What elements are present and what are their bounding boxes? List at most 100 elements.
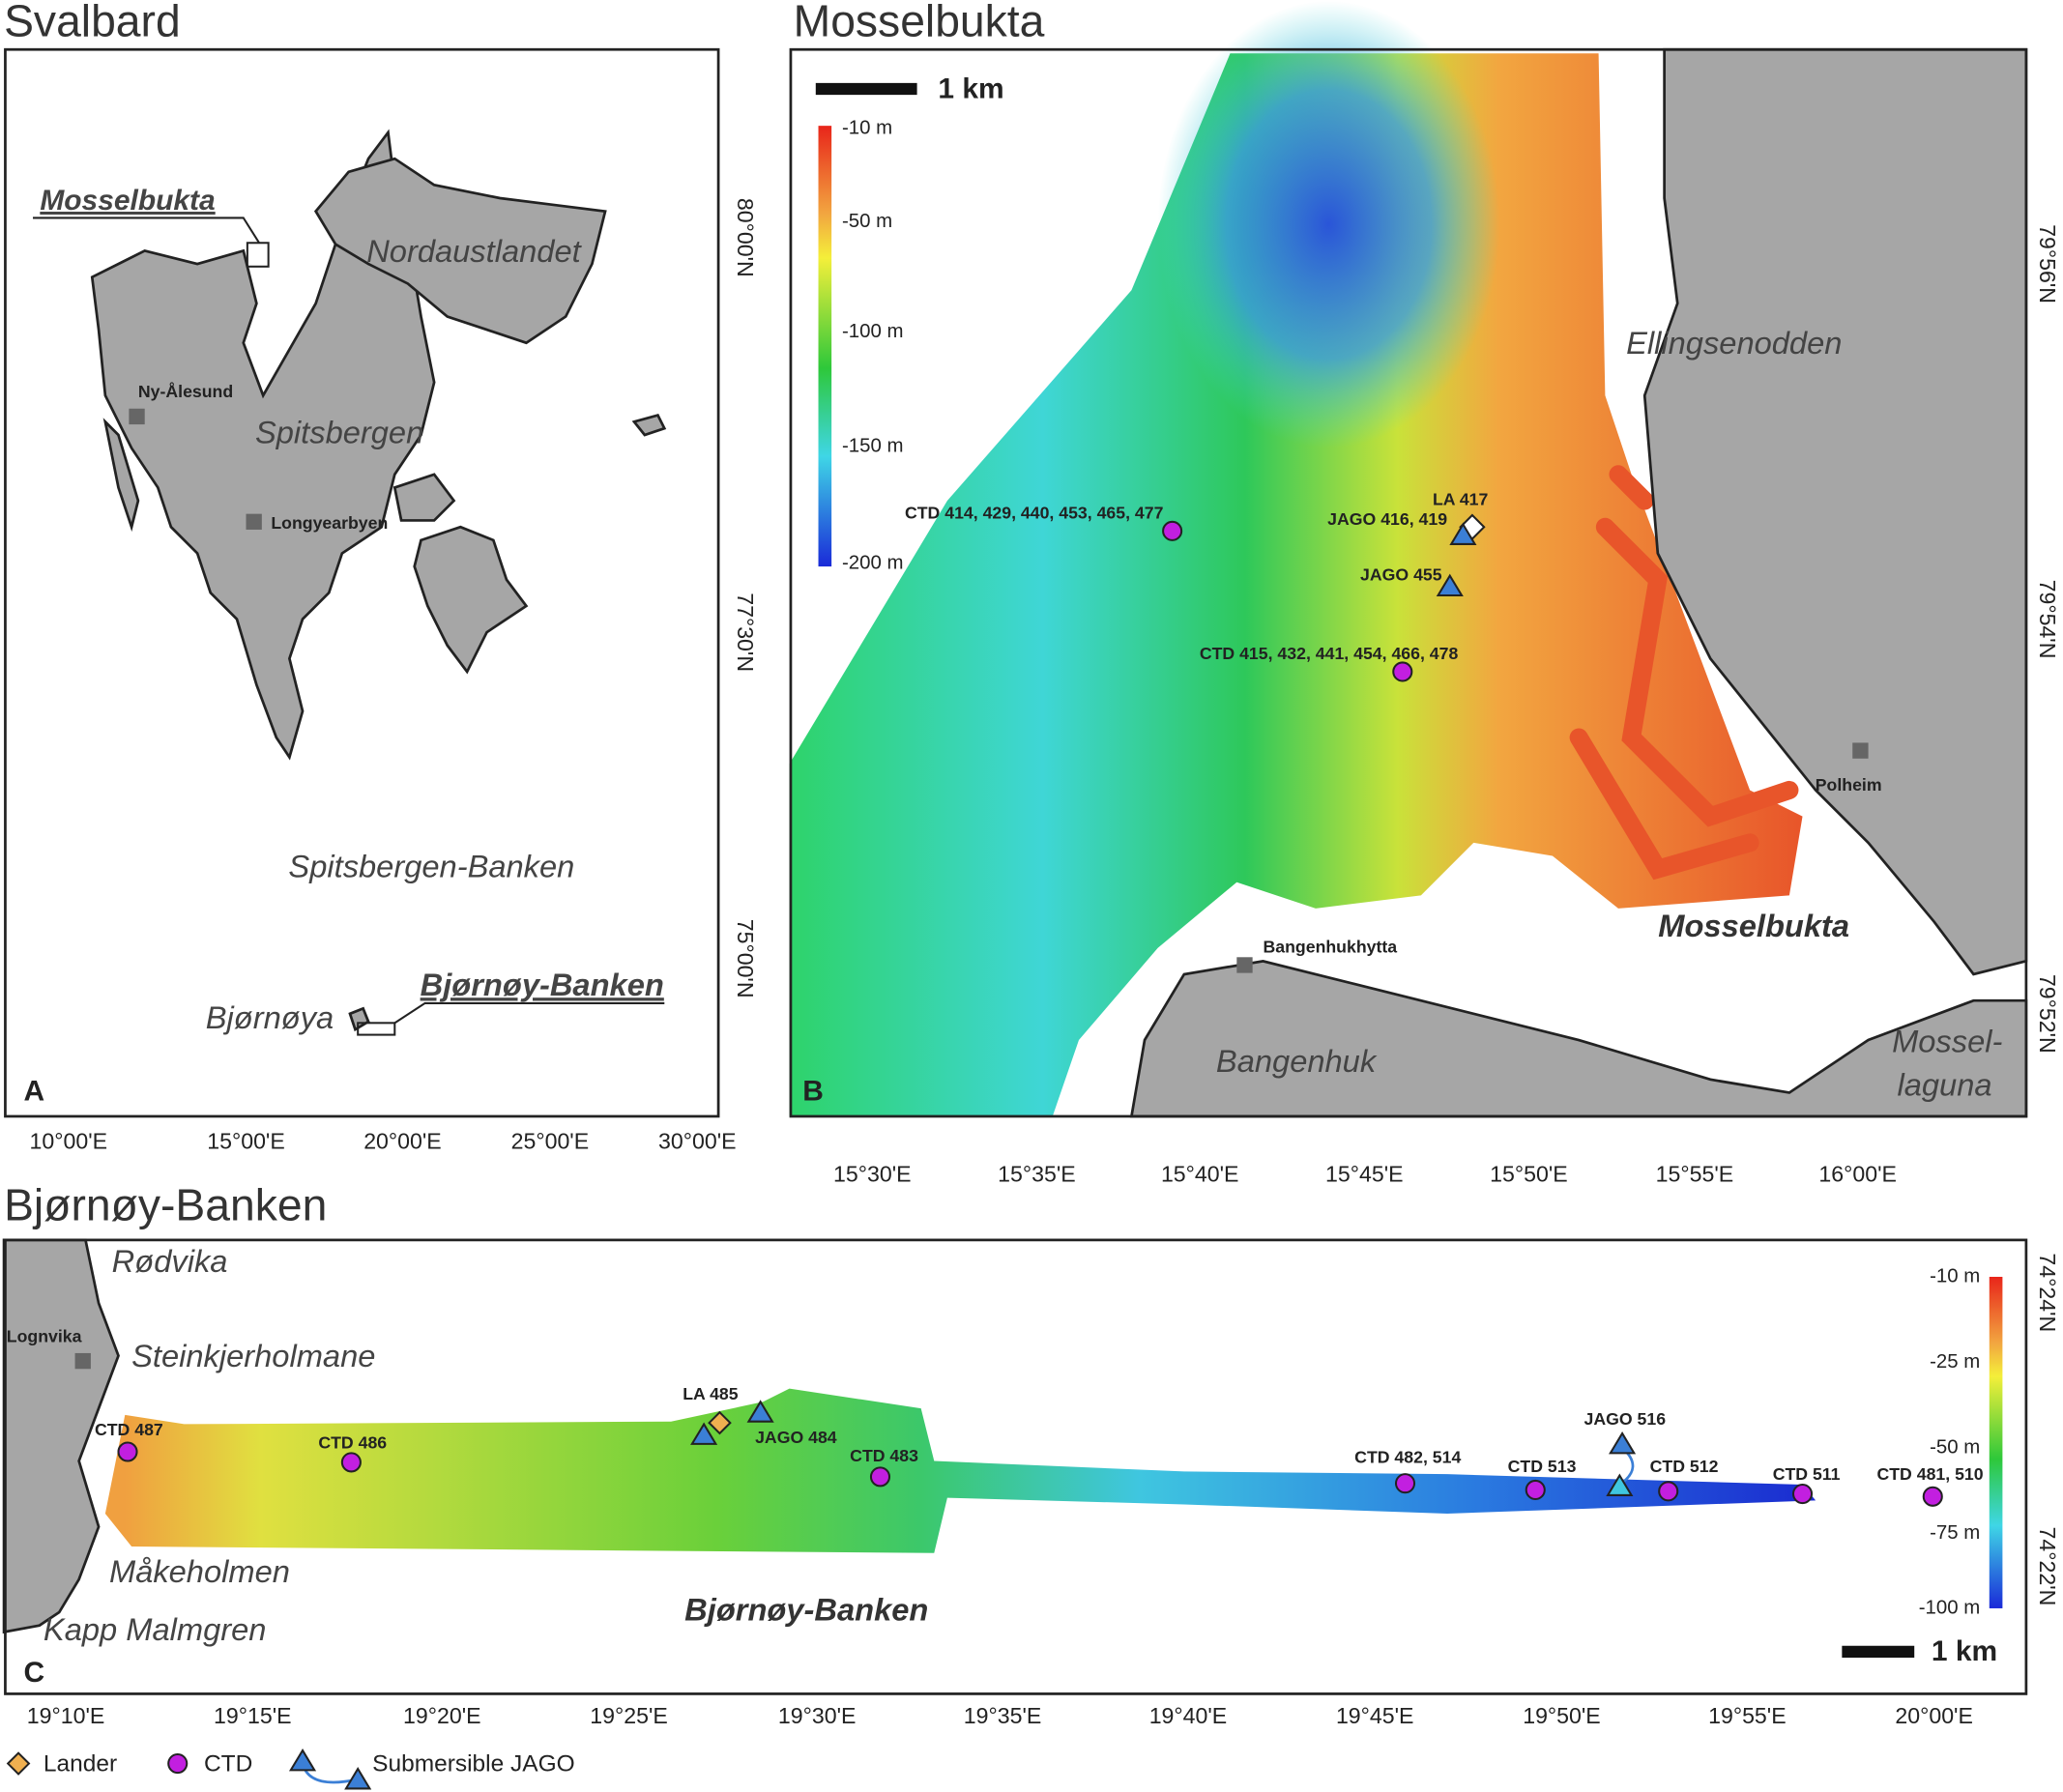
x-tick-label: 19°40'E bbox=[1149, 1703, 1228, 1728]
y-tick-label: 79°54'N bbox=[2035, 580, 2060, 659]
station-label: CTD 481, 510 bbox=[1876, 1464, 1983, 1484]
panel-frame bbox=[4, 47, 720, 1118]
place-label: laguna bbox=[1897, 1067, 1991, 1103]
place-label: Bjørnøy-Banken bbox=[684, 1592, 928, 1628]
station-label: CTD 487 bbox=[95, 1420, 163, 1439]
colorbar-label: -75 m bbox=[1930, 1522, 1980, 1544]
y-tick-label: 79°56'N bbox=[2035, 224, 2060, 303]
station-label: CTD 483 bbox=[850, 1446, 918, 1465]
station-label: JAGO 416, 419 bbox=[1327, 509, 1447, 529]
bathymetry bbox=[789, 0, 1803, 1116]
place-label: Ny-Ålesund bbox=[138, 382, 233, 401]
colorbar-label: -25 m bbox=[1930, 1351, 1980, 1373]
x-tick-label: 19°25'E bbox=[590, 1703, 668, 1728]
station-label: CTD 414, 429, 440, 453, 465, 477 bbox=[905, 503, 1164, 522]
x-tick-label: 16°00'E bbox=[1818, 1161, 1897, 1186]
colorbar-label: -50 m bbox=[1930, 1436, 1980, 1458]
place-label: Bjørnøya bbox=[206, 999, 334, 1035]
station-label: CTD 512 bbox=[1650, 1457, 1719, 1476]
x-tick-label: 15°30'E bbox=[833, 1161, 912, 1186]
station-label: LA 485 bbox=[683, 1384, 739, 1403]
panel-title: Mosselbukta bbox=[794, 0, 1045, 46]
jago-marker bbox=[1449, 522, 1477, 545]
place-label: Lognvika bbox=[7, 1326, 82, 1345]
jago-marker bbox=[1436, 573, 1464, 597]
colorbar-label: -100 m bbox=[842, 321, 904, 342]
land bbox=[90, 129, 667, 1032]
leader bbox=[33, 217, 260, 244]
y-tick-label: 75°00'N bbox=[733, 919, 758, 998]
y-tick-label: 79°52'N bbox=[2035, 974, 2060, 1054]
town bbox=[129, 408, 145, 425]
station-label: JAGO 455 bbox=[1360, 564, 1442, 584]
hut bbox=[74, 1352, 91, 1370]
x-tick-label: 15°35'E bbox=[998, 1161, 1076, 1186]
y-tick-label: 80°00'N bbox=[733, 198, 758, 277]
place-label: Spitsbergen-Banken bbox=[288, 849, 574, 884]
y-axis: 79°56'N 79°54'N 79°52'N bbox=[2035, 224, 2060, 1054]
x-tick-label: 19°10'E bbox=[27, 1703, 105, 1728]
scale-label: 1 km bbox=[938, 72, 1003, 104]
x-tick-label: 19°30'E bbox=[778, 1703, 857, 1728]
x-tick-label: 20°00'E bbox=[1895, 1703, 1973, 1728]
place-label: Polheim bbox=[1816, 775, 1882, 795]
place-label: Måkeholmen bbox=[109, 1553, 290, 1589]
place-label: Spitsbergen bbox=[255, 415, 423, 450]
station-label: CTD 513 bbox=[1508, 1457, 1577, 1476]
scale-label: 1 km bbox=[1932, 1635, 1997, 1667]
x-tick-label: 10°00'E bbox=[30, 1128, 108, 1153]
x-tick-label: 20°00'E bbox=[363, 1128, 442, 1153]
study-box bbox=[246, 242, 270, 268]
place-label: Rødvika bbox=[112, 1243, 228, 1279]
x-tick-label: 25°00'E bbox=[511, 1128, 590, 1153]
leader bbox=[393, 1001, 665, 1025]
town bbox=[246, 513, 262, 530]
colorbar-label: -50 m bbox=[842, 211, 892, 232]
x-tick-label: 19°20'E bbox=[403, 1703, 481, 1728]
hut bbox=[1236, 957, 1253, 973]
x-axis: 19°10'E 19°15'E 19°20'E 19°25'E 19°30'E … bbox=[27, 1703, 1973, 1728]
colorbar-label: -200 m bbox=[842, 553, 904, 574]
colorbar-label: -10 m bbox=[1930, 1265, 1980, 1286]
place-label: Mosselbukta bbox=[1658, 908, 1849, 943]
panel-title: Bjørnøy-Banken bbox=[4, 1179, 327, 1229]
colorbar bbox=[818, 126, 832, 567]
x-tick-label: 15°40'E bbox=[1161, 1161, 1239, 1186]
land bbox=[2, 1238, 120, 1634]
panel-frame bbox=[789, 47, 2028, 1118]
hut bbox=[1852, 742, 1869, 759]
place-label: Longyearbyen bbox=[271, 513, 388, 533]
station-label: CTD 511 bbox=[1773, 1464, 1841, 1484]
station-label: JAGO 484 bbox=[755, 1428, 837, 1447]
place-label: Bjørnøy-Banken bbox=[421, 967, 664, 1002]
y-axis: 74°24'N 74°22'N bbox=[2035, 1253, 2060, 1605]
panel-letter: C bbox=[23, 1657, 44, 1689]
colorbar bbox=[1989, 1277, 2003, 1608]
place-label: Mosselbukta bbox=[40, 185, 215, 217]
markers bbox=[117, 1400, 1943, 1507]
place-label: Bangenhukhytta bbox=[1264, 937, 1398, 956]
place-label: Kapp Malmgren bbox=[44, 1611, 267, 1647]
x-tick-label: 15°00'E bbox=[207, 1128, 285, 1153]
ctd-marker bbox=[1162, 520, 1183, 541]
panel-letter: B bbox=[802, 1075, 824, 1107]
y-tick-label: 74°22'N bbox=[2035, 1527, 2060, 1606]
x-tick-label: 19°15'E bbox=[214, 1703, 292, 1728]
station-label: LA 417 bbox=[1433, 490, 1489, 509]
x-tick-label: 15°55'E bbox=[1656, 1161, 1734, 1186]
x-tick-label: 19°35'E bbox=[964, 1703, 1042, 1728]
station-label: CTD 486 bbox=[318, 1433, 387, 1453]
legend-label: Lander bbox=[44, 1750, 117, 1777]
place-label: Steinkjerholmane bbox=[131, 1338, 375, 1373]
place-label: Nordaustlandet bbox=[366, 233, 582, 269]
y-axis: 80°00'N 77°30'N 75°00'N bbox=[733, 198, 758, 998]
x-tick-label: 15°50'E bbox=[1490, 1161, 1568, 1186]
place-label: Mossel- bbox=[1892, 1024, 2002, 1059]
colorbar-label: -10 m bbox=[842, 117, 892, 138]
x-tick-label: 19°55'E bbox=[1708, 1703, 1787, 1728]
station-label: JAGO 516 bbox=[1584, 1409, 1667, 1429]
legend: Lander CTD Submersible JAGO bbox=[6, 1748, 575, 1790]
x-tick-label: 30°00'E bbox=[658, 1128, 737, 1153]
station-label: CTD 482, 514 bbox=[1354, 1447, 1461, 1466]
